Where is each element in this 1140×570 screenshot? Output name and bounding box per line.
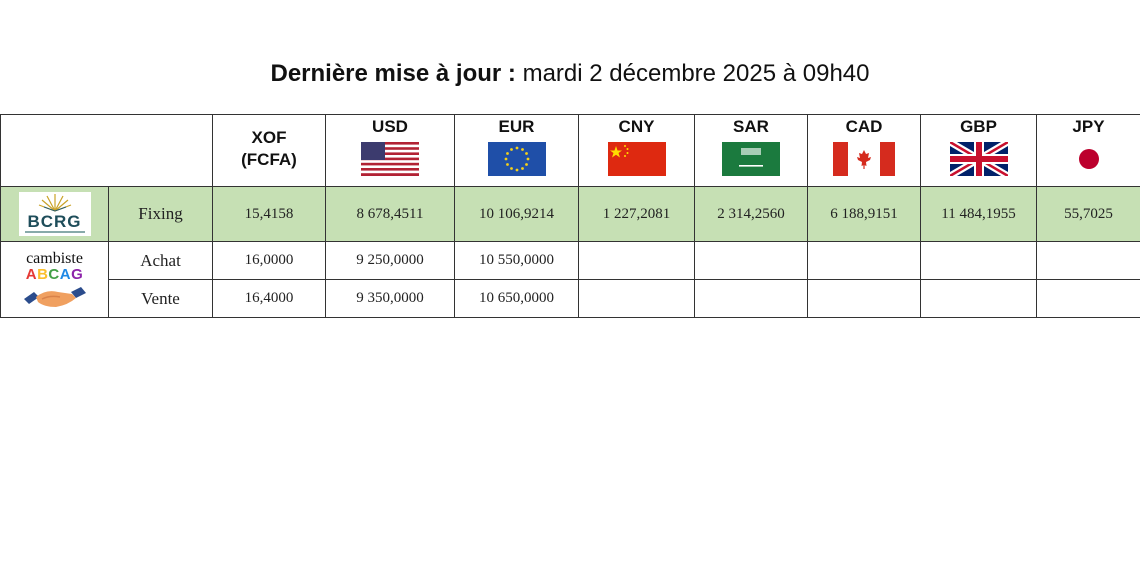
achat-value-eur: 10 550,0000 (454, 241, 579, 280)
currency-sub: (FCFA) (241, 149, 297, 169)
achat-value-usd: 9 250,0000 (325, 241, 455, 280)
gb-flag-icon (947, 138, 1010, 181)
header-empty-cell (0, 114, 213, 187)
eu-flag-icon (487, 141, 546, 181)
sa-flag-icon (722, 141, 780, 181)
achat-value-xof: 16,0000 (212, 241, 326, 280)
achat-row: cambiste ABCAG Achat 16,0000 9 250,0000 … (0, 241, 1140, 318)
currency-code: CAD (845, 116, 883, 136)
currency-code: USD (372, 116, 408, 136)
abcag-text: ABCAG (25, 265, 84, 283)
vente-value-jpy (1036, 279, 1140, 318)
currency-header-eur: EUR (454, 114, 579, 187)
abcag-logo: cambiste ABCAG (1, 249, 108, 309)
jp-flag-icon (1059, 141, 1118, 181)
vente-label: Vente (108, 279, 213, 318)
vente-value-cad (807, 279, 921, 318)
cn-flag-icon (607, 141, 666, 181)
currency-header-cny: CNY (578, 114, 695, 187)
fixing-value-sar: 2 314,2560 (694, 186, 808, 242)
currency-code: JPY (1072, 116, 1105, 136)
cambiste-text: cambiste (26, 249, 83, 267)
fixing-value-usd: 8 678,4511 (325, 186, 455, 242)
handshake-icon (23, 286, 86, 307)
vente-value-xof: 16,4000 (212, 279, 326, 318)
bcrg-logo-text: BCRG (27, 212, 82, 231)
vente-value-usd: 9 350,0000 (325, 279, 455, 318)
currency-header-gbp: GBP (920, 114, 1037, 187)
currency-code: EUR (498, 116, 535, 136)
fixing-value-cad: 6 188,9151 (807, 186, 921, 242)
fixing-row: BCRG Fixing 15,4158 8 678,4511 10 106,92… (0, 186, 1140, 242)
achat-value-jpy (1036, 241, 1140, 280)
title-label: Dernière mise à jour : (270, 60, 516, 87)
achat-value-gbp (920, 241, 1037, 280)
vente-value-eur: 10 650,0000 (454, 279, 579, 318)
bcrg-logo-cell: BCRG (0, 186, 109, 242)
abcag-logo-cell: cambiste ABCAG (0, 241, 109, 318)
fixing-value-eur: 10 106,9214 (454, 186, 579, 242)
currency-code: SAR (733, 116, 769, 136)
currency-header-row: XOF (FCFA) USD EUR (0, 114, 1140, 187)
fixing-value-xof: 15,4158 (212, 186, 326, 242)
vente-value-cny (578, 279, 695, 318)
currency-code: GBP (960, 116, 997, 136)
fixing-value-gbp: 11 484,1955 (920, 186, 1037, 242)
currency-header-xof: XOF (FCFA) (212, 114, 326, 187)
currency-header-jpy: JPY (1036, 114, 1140, 187)
us-flag-icon (361, 141, 419, 181)
fixing-value-jpy: 55,7025 (1036, 186, 1140, 242)
currency-code: XOF (251, 127, 287, 147)
page-title: Dernière mise à jour : mardi 2 décembre … (0, 60, 1140, 88)
currency-header-cad: CAD (807, 114, 921, 187)
bcrg-logo: BCRG (18, 192, 91, 236)
title-date: mardi 2 décembre 2025 à 09h40 (515, 60, 870, 87)
ca-flag-icon (833, 141, 895, 181)
achat-value-cny (578, 241, 695, 280)
exchange-rate-table: XOF (FCFA) USD EUR (0, 114, 1140, 318)
vente-row: Vente 16,4000 9 350,0000 10 650,0000 (1, 279, 1140, 318)
vente-value-gbp (920, 279, 1037, 318)
achat-value-cad (807, 241, 921, 280)
vente-value-sar (694, 279, 808, 318)
currency-header-usd: USD (325, 114, 455, 187)
fixing-value-cny: 1 227,2081 (578, 186, 695, 242)
fixing-label: Fixing (108, 186, 213, 242)
achat-label: Achat (108, 241, 213, 280)
currency-code: CNY (618, 116, 655, 136)
achat-value-sar (694, 241, 808, 280)
currency-header-sar: SAR (694, 114, 808, 187)
